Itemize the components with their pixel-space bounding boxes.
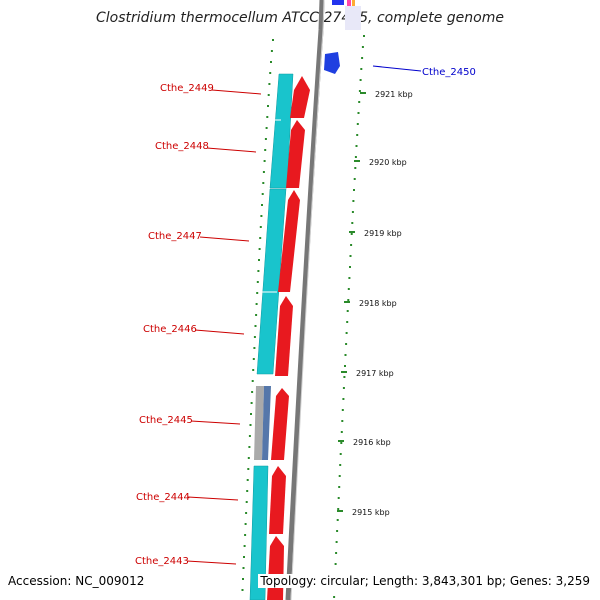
leader-cthe-2447 — [199, 236, 250, 242]
leader-cthe-2446 — [194, 329, 245, 335]
top-light-feature — [345, 6, 361, 30]
top-blue-feature — [332, 0, 344, 5]
gene-label-cthe-2444[interactable]: Cthe_2444 — [136, 492, 190, 503]
kbp-tick-label: 2919 kbp — [364, 229, 402, 238]
reverse-strand-features — [249, 73, 294, 600]
gene-label-cthe-2446[interactable]: Cthe_2446 — [143, 324, 197, 335]
red-arrow-2 — [286, 120, 305, 188]
tick-rings — [241, 35, 365, 598]
gene-label-cthe-2449[interactable]: Cthe_2449 — [160, 83, 214, 94]
leader-cthe-2444 — [187, 496, 239, 501]
kbp-tick-label: 2915 kbp — [352, 508, 390, 517]
gene-label-cthe-2443[interactable]: Cthe_2443 — [135, 556, 189, 567]
red-arrow-6 — [269, 466, 286, 534]
kbp-tick-label: 2917 kbp — [356, 369, 394, 378]
backbone-highlight — [290, 0, 325, 600]
kbp-tick-label: 2921 kbp — [375, 90, 413, 99]
kbp-tick-label: 2916 kbp — [353, 438, 391, 447]
kbp-tick-label: 2918 kbp — [359, 299, 397, 308]
gene-label-cthe-2447[interactable]: Cthe_2447 — [148, 231, 202, 242]
leader-cthe-2448 — [206, 147, 257, 153]
backbone-line — [285, 0, 325, 600]
top-features — [332, 0, 361, 30]
gene-labels[interactable]: Cthe_2450 Cthe_2449 Cthe_2448 Cthe_2447 … — [135, 65, 476, 567]
leader-cthe-2445 — [190, 420, 241, 425]
red-arrow-5 — [271, 388, 289, 460]
kbp-tick-label: 2920 kbp — [369, 158, 407, 167]
kbp-ticks: 2921 kbp 2920 kbp 2919 kbp 2918 kbp 2917… — [337, 90, 413, 517]
cyan-block-3 — [249, 465, 269, 600]
red-arrow-1 — [290, 76, 310, 118]
red-arrow-3 — [278, 190, 300, 292]
gene-label-cthe-2445[interactable]: Cthe_2445 — [139, 415, 193, 426]
red-arrow-4 — [275, 296, 293, 376]
gene-label-cthe-2448[interactable]: Cthe_2448 — [155, 141, 209, 152]
gene-label-cthe-2450[interactable]: Cthe_2450 — [422, 67, 476, 78]
blue-arrow-feature — [324, 52, 340, 74]
leader-cthe-2443 — [186, 560, 237, 565]
leader-cthe-2450 — [372, 65, 422, 72]
grey-feature — [254, 386, 264, 460]
top-orange-feature — [352, 0, 355, 6]
blue-grey-feature — [262, 386, 271, 460]
map-title: Clostridium thermocellum ATCC 27405, com… — [96, 10, 504, 26]
red-arrow-7 — [267, 536, 284, 600]
accession-label: Accession: NC_009012 — [6, 574, 147, 588]
leader-cthe-2449 — [211, 89, 262, 95]
topology-label: Topology: circular; Length: 3,843,301 bp… — [258, 574, 592, 588]
top-pink-feature — [347, 0, 351, 6]
cyan-block-2 — [256, 188, 287, 375]
